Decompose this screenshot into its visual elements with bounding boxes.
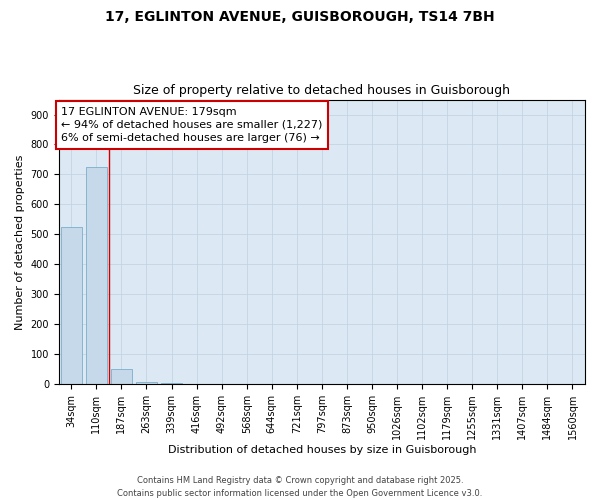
Title: Size of property relative to detached houses in Guisborough: Size of property relative to detached ho…: [133, 84, 511, 97]
X-axis label: Distribution of detached houses by size in Guisborough: Distribution of detached houses by size …: [167, 445, 476, 455]
Bar: [161, 382, 182, 384]
Bar: [61, 227, 82, 384]
Bar: [136, 382, 157, 384]
Bar: [111, 369, 132, 384]
Y-axis label: Number of detached properties: Number of detached properties: [15, 154, 25, 330]
Bar: [86, 167, 107, 384]
Text: 17 EGLINTON AVENUE: 179sqm
← 94% of detached houses are smaller (1,227)
6% of se: 17 EGLINTON AVENUE: 179sqm ← 94% of deta…: [61, 106, 323, 143]
Text: 17, EGLINTON AVENUE, GUISBOROUGH, TS14 7BH: 17, EGLINTON AVENUE, GUISBOROUGH, TS14 7…: [105, 10, 495, 24]
Text: Contains HM Land Registry data © Crown copyright and database right 2025.
Contai: Contains HM Land Registry data © Crown c…: [118, 476, 482, 498]
